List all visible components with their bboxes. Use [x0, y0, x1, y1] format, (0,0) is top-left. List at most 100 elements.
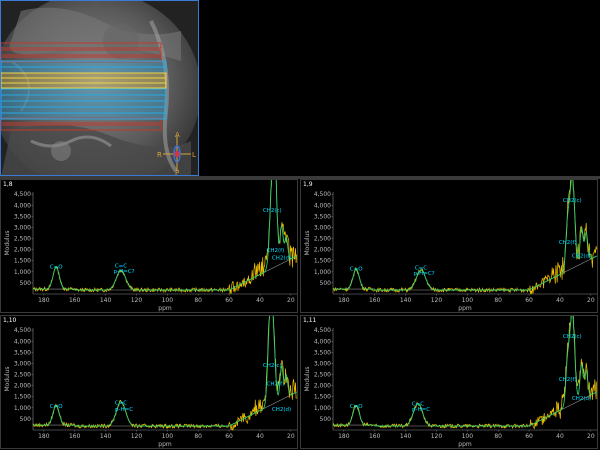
peak-label: CH2(f)	[559, 240, 577, 246]
y-tick-label: 2,000	[314, 383, 331, 390]
mri-localizer-viewport[interactable]: R L A P	[0, 0, 199, 176]
empty-viewport[interactable]	[200, 0, 600, 176]
x-axis-title: ppm	[158, 305, 172, 312]
y-tick-label: 3,000	[14, 224, 31, 231]
spectrum-panel-1-8[interactable]: 1,8 4,500 4,000 3,500 3,000 2,500 2,000 1,500 1…	[0, 179, 298, 313]
y-tick-label: 2,000	[14, 247, 31, 254]
y-tick-label: 4,500	[14, 327, 31, 334]
x-tick-label: 180	[38, 433, 50, 440]
x-tick-label: 160	[69, 297, 81, 304]
y-tick-label: 3,500	[14, 349, 31, 356]
y-tick-label: 3,000	[314, 224, 331, 231]
peak-label: p-H=C?	[414, 271, 435, 277]
viewport-divider[interactable]	[0, 176, 600, 179]
fit-trace	[333, 180, 597, 291]
y-tick-label: 500	[320, 416, 332, 423]
spectrum-panel-1-9[interactable]: 1,9 4,500 4,000 3,500 3,000 2,500 2,000 1,500 1…	[300, 179, 598, 313]
spectrum-plot: 4,500 4,000 3,500 3,000 2,500 2,000 1,500 1,000…	[4, 316, 297, 448]
x-tick-label: 100	[462, 433, 474, 440]
peak-label: p-H=C	[412, 407, 430, 413]
spectrum-panel-1-10[interactable]: 1,10 4,500 4,000 3,500 3,000 2,500 2,000 1,500…	[0, 315, 298, 449]
voxel-red-band[interactable]	[1, 42, 162, 131]
y-tick-label: 1,500	[14, 394, 31, 401]
y-tick-label: 2,000	[314, 247, 331, 254]
peak-label: CH2(c)	[263, 208, 282, 214]
panel-id-label: 1,10	[3, 317, 17, 324]
y-tick-label: 1,000	[314, 405, 331, 412]
y-tick-label: 4,500	[14, 191, 31, 198]
x-tick-label: 60	[525, 433, 533, 440]
y-axis-title: Modulus	[304, 366, 311, 391]
voxel-yellow-band[interactable]	[1, 72, 167, 89]
x-tick-label: 20	[287, 433, 295, 440]
x-tick-label: 160	[369, 433, 381, 440]
peak-label: C=C	[415, 266, 427, 272]
x-tick-label: 160	[69, 433, 81, 440]
voxel-blue-band[interactable]	[1, 60, 167, 120]
y-axis-title: Modulus	[4, 230, 11, 255]
y-tick-label: 2,000	[14, 383, 31, 390]
spectrum-trace	[32, 180, 297, 295]
x-tick-label: 120	[131, 433, 143, 440]
x-tick-label: 120	[431, 297, 443, 304]
y-tick-label: 1,000	[314, 269, 331, 276]
y-tick-label: 1,000	[14, 405, 31, 412]
x-tick-label: 80	[194, 297, 202, 304]
x-tick-label: 180	[338, 433, 350, 440]
peak-label: CH2(f)	[559, 377, 577, 383]
orient-left-label: L	[192, 151, 196, 159]
y-tick-label: 3,000	[14, 360, 31, 367]
orientation-marker: R L A P	[157, 131, 196, 176]
y-tick-label: 500	[20, 280, 32, 287]
spectrum-plot: 4,500 4,000 3,500 3,000 2,500 2,000 1,500 1,000…	[304, 316, 597, 448]
panel-id-label: 1,8	[3, 181, 13, 188]
x-axis-title: ppm	[458, 305, 472, 312]
y-tick-label: 3,500	[314, 213, 331, 220]
spectrum-plot: 4,500 4,000 3,500 3,000 2,500 2,000 1,500 1,000…	[4, 180, 297, 312]
orient-posterior-label: P	[175, 169, 179, 176]
fit-trace	[333, 316, 597, 427]
spectrum-panel-1-11[interactable]: 1,11 4,500 4,000 3,500 3,000 2,500 2,000 1,500…	[300, 315, 598, 449]
y-tick-label: 4,000	[314, 202, 331, 209]
y-tick-label: 2,500	[314, 372, 331, 379]
y-tick-label: 2,500	[314, 236, 331, 243]
y-tick-label: 3,500	[314, 349, 331, 356]
x-tick-label: 100	[162, 297, 174, 304]
orient-anterior-label: A	[175, 131, 180, 139]
y-axis-title: Modulus	[304, 230, 311, 255]
peak-label: CH2(d)	[572, 396, 591, 402]
baseline-trace	[333, 391, 597, 427]
y-tick-label: 4,000	[14, 202, 31, 209]
y-tick-label: 2,500	[14, 372, 31, 379]
peak-label: C=O	[350, 404, 363, 410]
x-tick-label: 180	[38, 297, 50, 304]
spectrum-trace	[32, 316, 297, 431]
y-tick-label: 4,000	[14, 338, 31, 345]
peak-label: C=C	[115, 401, 127, 407]
y-tick-label: 2,500	[14, 236, 31, 243]
peak-label: CH2(f)	[267, 382, 285, 388]
y-tick-label: 4,000	[314, 338, 331, 345]
y-tick-label: 1,500	[314, 394, 331, 401]
peak-label: CH2(d)	[272, 407, 291, 413]
x-tick-label: 60	[225, 297, 233, 304]
peak-label: p-H=C	[115, 407, 133, 413]
y-tick-label: 3,500	[14, 213, 31, 220]
spectrum-trace	[332, 180, 597, 295]
peak-label: CH2(c)	[563, 198, 582, 204]
x-tick-label: 120	[131, 297, 143, 304]
spectrum-plot: 4,500 4,000 3,500 3,000 2,500 2,000 1,500 1,000…	[304, 180, 597, 312]
x-tick-label: 40	[556, 433, 564, 440]
x-tick-label: 80	[494, 297, 502, 304]
x-tick-label: 140	[400, 433, 412, 440]
y-tick-label: 1,500	[14, 258, 31, 265]
x-tick-label: 160	[369, 297, 381, 304]
x-tick-label: 60	[525, 297, 533, 304]
x-tick-label: 100	[162, 433, 174, 440]
peak-label: CH2(c)	[263, 363, 282, 369]
peak-label: CH2(d)	[572, 253, 591, 259]
x-tick-label: 40	[256, 297, 264, 304]
fit-trace	[33, 180, 297, 291]
x-tick-label: 20	[287, 297, 295, 304]
x-tick-label: 80	[494, 433, 502, 440]
